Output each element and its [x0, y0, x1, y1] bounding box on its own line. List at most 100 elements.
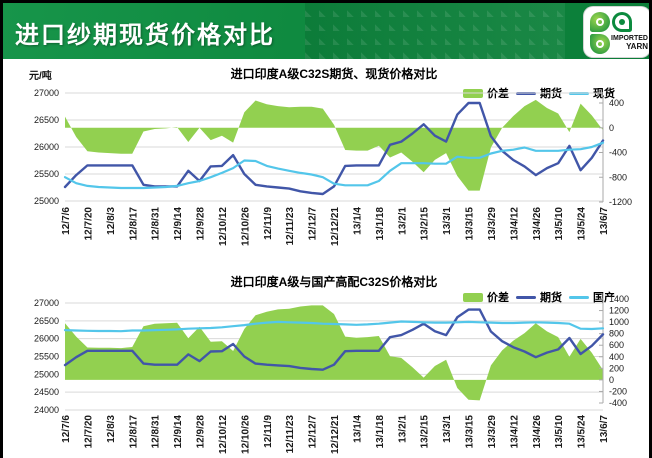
page-title: 进口纱期现货价格对比: [15, 22, 275, 49]
svg-text:13/3/29: 13/3/29: [487, 415, 498, 449]
chart-futures-vs-domestic: 进口印度A级与国产高配C32S价格对比 价差 期货 国产 1400 1200 100…: [3, 265, 649, 458]
svg-text:24500: 24500: [34, 387, 59, 397]
svg-text:1000: 1000: [609, 317, 629, 327]
series-国产: [63, 320, 605, 333]
svg-text:13/4/26: 13/4/26: [532, 207, 543, 241]
svg-text:800: 800: [609, 329, 624, 339]
svg-text:1400: 1400: [609, 294, 629, 304]
svg-text:13/6/7: 13/6/7: [599, 207, 610, 235]
svg-text:25500: 25500: [34, 169, 59, 179]
svg-text:12/9/28: 12/9/28: [196, 415, 207, 449]
svg-text:12/9/14: 12/9/14: [173, 415, 184, 449]
svg-text:12/11/9: 12/11/9: [263, 415, 274, 448]
svg-text:12/8/17: 12/8/17: [128, 207, 139, 241]
svg-text:27000: 27000: [34, 88, 59, 98]
svg-text:13/1/18: 13/1/18: [375, 207, 386, 241]
svg-text:0: 0: [609, 375, 614, 385]
svg-text:12/8/3: 12/8/3: [106, 207, 117, 235]
svg-text:13/5/24: 13/5/24: [577, 415, 588, 449]
spread-swatch-icon: [463, 292, 483, 302]
svg-text:12/7/6: 12/7/6: [61, 415, 72, 443]
svg-text:13/2/1: 13/2/1: [397, 415, 408, 443]
svg-text:12/12/7: 12/12/7: [308, 415, 319, 449]
svg-text:25000: 25000: [34, 369, 59, 379]
svg-text:25500: 25500: [34, 352, 59, 362]
svg-text:12/7/6: 12/7/6: [61, 207, 72, 235]
svg-text:400: 400: [609, 352, 624, 362]
clover-leaf-icon: [590, 34, 610, 54]
svg-text:-400: -400: [609, 398, 627, 408]
svg-text:12/8/3: 12/8/3: [106, 415, 117, 443]
svg-text:13/3/15: 13/3/15: [465, 415, 476, 449]
svg-text:13/3/15: 13/3/15: [465, 207, 476, 241]
svg-text:12/10/12: 12/10/12: [218, 207, 229, 246]
svg-text:13/4/12: 13/4/12: [509, 415, 520, 449]
legend-item-domestic: 国产: [569, 289, 615, 305]
svg-text:13/4/12: 13/4/12: [509, 207, 520, 241]
series-现货: [63, 141, 605, 190]
svg-text:13/3/1: 13/3/1: [442, 415, 453, 443]
svg-text:12/8/31: 12/8/31: [151, 207, 162, 241]
chart1-title: 进口印度A级C32S期货、现货价格对比: [230, 67, 438, 81]
svg-text:12/12/21: 12/12/21: [330, 415, 341, 454]
svg-text:24000: 24000: [34, 405, 59, 415]
svg-text:26000: 26000: [34, 334, 59, 344]
series-期货: [63, 308, 605, 371]
imported-yarn-logo: IMPORTED YARN: [584, 7, 649, 57]
header-banner: 进口纱期现货价格对比 IMPORTED YARN: [3, 3, 649, 59]
clover-leaf-icon: [590, 12, 610, 32]
legend-item-spread: 价差: [463, 289, 509, 305]
svg-text:12/7/20: 12/7/20: [83, 415, 94, 449]
svg-text:13/5/10: 13/5/10: [554, 207, 565, 241]
svg-text:13/3/1: 13/3/1: [442, 207, 453, 235]
right-axis: 400 0 -400 -800 -1200: [599, 97, 632, 207]
svg-text:600: 600: [609, 340, 624, 350]
svg-text:0: 0: [609, 123, 614, 133]
svg-text:25000: 25000: [34, 196, 59, 206]
svg-text:13/2/15: 13/2/15: [420, 207, 431, 241]
svg-text:400: 400: [609, 98, 624, 108]
legend-item-futures: 期货: [516, 289, 562, 305]
svg-text:200: 200: [609, 363, 624, 373]
svg-text:12/8/17: 12/8/17: [128, 415, 139, 449]
chart1-unit-label: 元/吨: [29, 71, 52, 82]
svg-text:26500: 26500: [34, 115, 59, 125]
left-axis: 27000 26500 26000 25500 25000 24500 24000: [34, 298, 59, 415]
futures-line-icon: [516, 295, 536, 299]
svg-text:12/9/14: 12/9/14: [173, 207, 184, 241]
svg-text:13/4/26: 13/4/26: [532, 415, 543, 449]
clover-leaf-outline-icon: [612, 12, 632, 32]
svg-text:12/7/20: 12/7/20: [83, 207, 94, 241]
x-axis-labels: 12/7/6 12/7/20 12/8/3 12/8/17 12/8/31 12/9/14…: [61, 207, 610, 246]
svg-text:12/10/26: 12/10/26: [240, 415, 251, 454]
svg-text:12/8/31: 12/8/31: [151, 415, 162, 449]
svg-text:12/9/28: 12/9/28: [196, 207, 207, 241]
svg-text:13/2/1: 13/2/1: [397, 207, 408, 235]
svg-text:26000: 26000: [34, 142, 59, 152]
svg-text:13/1/4: 13/1/4: [352, 415, 363, 443]
domestic-line-icon: [569, 295, 589, 299]
chart2-legend: 价差 期货 国产: [463, 289, 615, 305]
svg-text:12/11/23: 12/11/23: [285, 415, 296, 454]
svg-text:13/2/15: 13/2/15: [420, 415, 431, 449]
chart-futures-vs-spot: 进口印度A级C32S期货、现货价格对比 元/吨 价差 期货 现货 400 0 -40…: [3, 59, 649, 265]
svg-text:-800: -800: [609, 172, 627, 182]
svg-text:26500: 26500: [34, 316, 59, 326]
svg-text:1200: 1200: [609, 306, 629, 316]
svg-text:-400: -400: [609, 148, 627, 158]
x-axis-labels: 12/7/6 12/7/20 12/8/3 12/8/17 12/8/31 12/9/14…: [61, 415, 610, 454]
svg-text:-1200: -1200: [609, 197, 632, 207]
logo-text: IMPORTED YARN: [611, 35, 648, 51]
svg-text:12/10/12: 12/10/12: [218, 415, 229, 454]
svg-text:13/5/24: 13/5/24: [577, 207, 588, 241]
chart2-title: 进口印度A级与国产高配C32S价格对比: [230, 275, 438, 289]
left-axis: 27000 26500 26000 25500 25000: [34, 88, 59, 206]
svg-text:13/5/10: 13/5/10: [554, 415, 565, 449]
svg-text:13/1/18: 13/1/18: [375, 415, 386, 449]
svg-text:12/10/26: 12/10/26: [240, 207, 251, 246]
svg-text:12/12/21: 12/12/21: [330, 207, 341, 246]
svg-text:-200: -200: [609, 386, 627, 396]
